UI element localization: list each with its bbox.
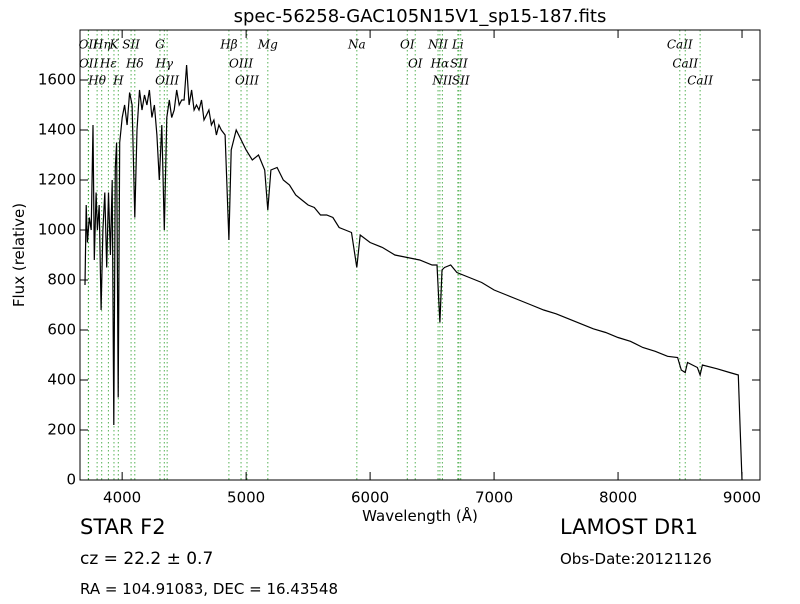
chart-title: spec-56258-GAC105N15V1_sp15-187.fits: [234, 6, 607, 27]
x-tick-label: 9000: [723, 489, 761, 507]
x-tick-label: 8000: [599, 489, 637, 507]
spectrum-line: [84, 64, 743, 481]
x-axis-label: Wavelength (Å): [362, 506, 478, 525]
y-tick-label: 800: [47, 271, 76, 289]
y-tick-label: 1600: [38, 71, 76, 89]
y-tick-label: 1000: [38, 221, 76, 239]
spectral-line-label: OIII: [235, 74, 259, 88]
x-tick-label: 5000: [227, 489, 265, 507]
spectral-line-label: SII: [450, 57, 468, 71]
spectral-line-label: SII: [452, 74, 470, 88]
spectral-line-label: Hγ: [154, 57, 173, 71]
spectral-line-label: CaII: [667, 38, 693, 52]
object-class: STAR F2: [80, 515, 166, 539]
spectral-line-label: OIII: [155, 74, 179, 88]
spectral-line-label: OI: [408, 57, 423, 71]
spectral-line-label: Hα: [430, 57, 450, 71]
spectral-line-label: SII: [122, 38, 140, 52]
redshift: cz = 22.2 ± 0.7: [80, 549, 213, 569]
survey: LAMOST DR1: [560, 515, 698, 539]
spectral-line-label: K: [108, 38, 119, 52]
x-tick-label: 6000: [351, 489, 389, 507]
x-tick-label: 7000: [475, 489, 513, 507]
obs-date: Obs-Date:20121126: [560, 550, 712, 568]
spectral-line-label: CaII: [672, 57, 698, 71]
spectral-line-label: OI: [400, 38, 415, 52]
spectral-line-label: Na: [347, 38, 366, 52]
coordinates: RA = 104.91083, DEC = 16.43548: [80, 580, 338, 598]
spectral-line-label: Hε: [99, 57, 117, 71]
y-tick-label: 0: [66, 471, 76, 489]
y-tick-label: 600: [47, 321, 76, 339]
spectral-line-label: NII: [427, 38, 448, 52]
spectral-line-label: OII: [79, 38, 99, 52]
spectral-line-label: CaII: [687, 74, 713, 88]
y-axis-label: Flux (relative): [10, 203, 28, 307]
y-tick-label: 1400: [38, 121, 76, 139]
y-tick-label: 1200: [38, 171, 76, 189]
spectral-line-label: Hβ: [219, 38, 237, 52]
y-tick-label: 200: [47, 421, 76, 439]
spectral-line-label: NII: [431, 74, 452, 88]
spectral-line-label: Hδ: [125, 57, 144, 71]
spectral-line-label: Hη: [92, 38, 111, 52]
plot-frame: [79, 29, 761, 481]
spectral-line-label: G: [155, 38, 165, 52]
spectral-line-label: Li: [451, 38, 464, 52]
x-tick-label: 4000: [103, 489, 141, 507]
spectral-line-label: OII: [79, 57, 99, 71]
y-tick-label: 400: [47, 371, 76, 389]
spectral-line-label: OIII: [229, 57, 253, 71]
spectral-line-label: Mg: [257, 38, 278, 52]
spectral-line-label: Hθ: [87, 74, 106, 88]
spectral-line-label: H: [112, 74, 124, 88]
